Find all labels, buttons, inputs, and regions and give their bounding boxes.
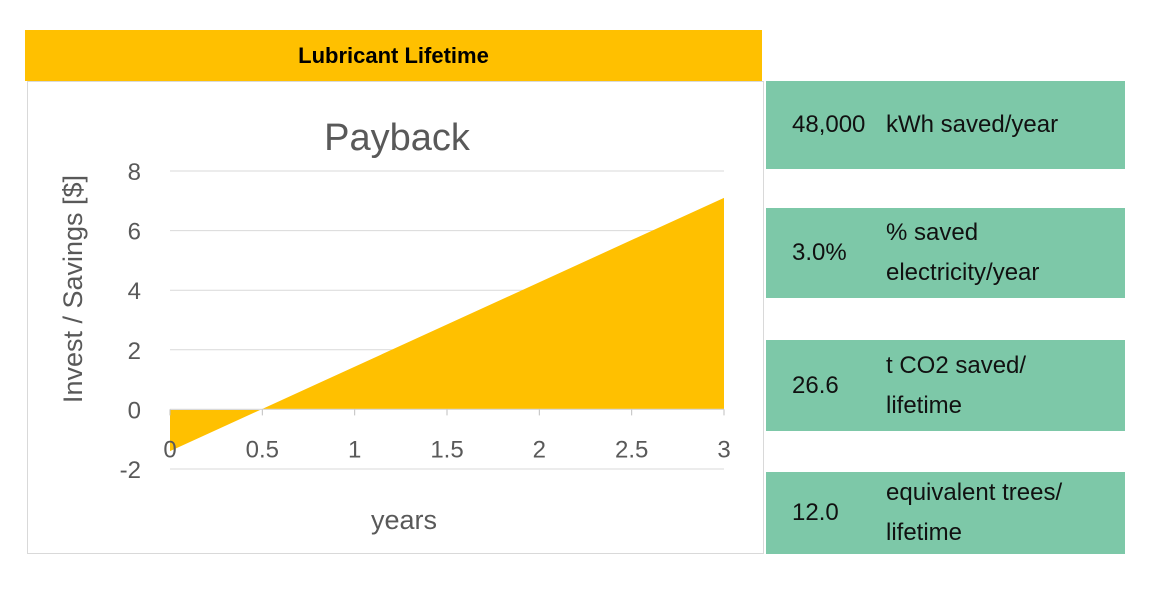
stat-value: 12.0	[792, 499, 839, 526]
x-tick-label: 1.5	[430, 436, 463, 463]
chart-title: Payback	[324, 117, 471, 159]
stat-label: equivalent trees/ lifetime	[886, 479, 1063, 546]
payback-chart-svg: Payback Invest / Savings [$] years -2 0 2 4…	[58, 117, 731, 535]
chart-header: Lubricant Lifetime	[25, 30, 762, 81]
y-tick-label: 6	[128, 219, 141, 246]
x-tick-label: 0	[163, 436, 176, 463]
y-tick-label: 8	[128, 159, 141, 186]
y-tick-label: 4	[128, 278, 141, 305]
y-tick-labels: -2 0 2 4 6 8	[120, 159, 141, 484]
stat-value: 3.0%	[792, 239, 847, 266]
y-tick-label: -2	[120, 457, 141, 484]
stat-card-percent: 3.0% % saved electricity/year	[766, 208, 1125, 298]
stat-card-energy: 48,000 kWh saved/year	[766, 81, 1125, 169]
stat-label: % saved electricity/year	[886, 219, 1040, 286]
y-tick-label: 0	[128, 397, 141, 424]
header-title: Lubricant Lifetime	[298, 42, 489, 68]
x-tick-labels: 0 0.5 1 1.5 2 2.5 3	[163, 436, 730, 463]
payback-chart: Payback Invest / Savings [$] years -2 0 2 4…	[27, 81, 764, 554]
x-tick-label: 2.5	[615, 436, 648, 463]
stat-label: kWh saved/year	[886, 111, 1059, 138]
x-tick-label: 1	[348, 436, 361, 463]
x-axis	[169, 408, 725, 416]
stat-card-trees: 12.0 equivalent trees/ lifetime	[766, 472, 1125, 554]
area-series	[170, 197, 724, 452]
stat-value: 26.6	[792, 371, 839, 399]
y-tick-label: 2	[128, 338, 141, 365]
x-tick-label: 0.5	[246, 436, 279, 463]
x-tick-label: 3	[717, 436, 730, 463]
x-tick-label: 2	[533, 436, 546, 463]
stat-value: 48,000	[792, 111, 866, 138]
x-axis-label: years	[371, 505, 437, 535]
stat-label: t CO2 saved/ lifetime	[886, 351, 1027, 419]
payback-area	[170, 197, 724, 452]
y-axis-label: Invest / Savings [$]	[58, 175, 88, 403]
stat-card-co2: 26.6 t CO2 saved/ lifetime	[766, 340, 1125, 431]
